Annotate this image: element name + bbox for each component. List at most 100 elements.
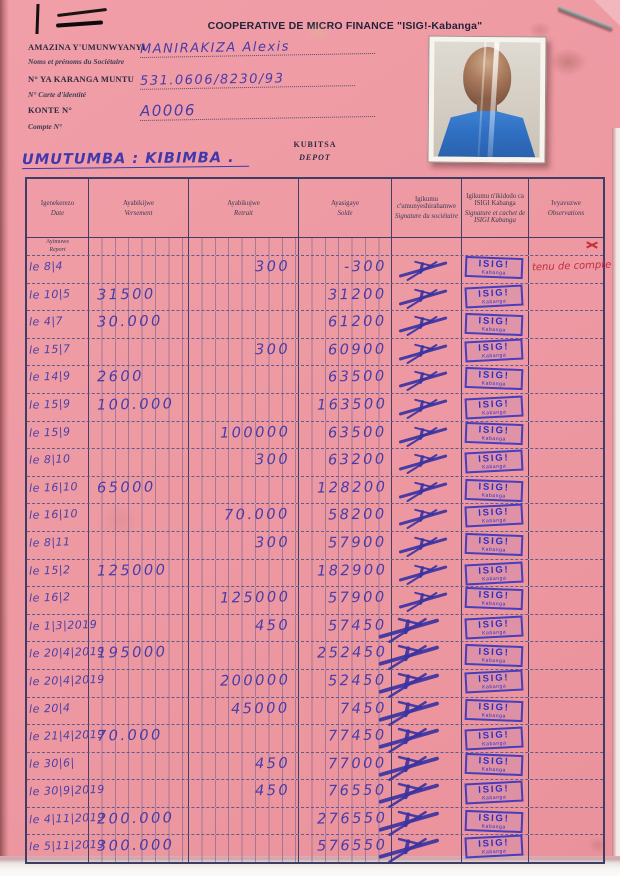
date-handwriting: le 16|2 xyxy=(28,590,71,605)
cell-observation xyxy=(529,835,603,862)
cell-date: le 8|4 xyxy=(27,256,89,283)
cell-solde: 58200 xyxy=(299,504,392,531)
table-row: le 21|4|2019 70.000 77450 ISIG! Kabanga xyxy=(27,725,603,754)
cell-isigi-stamp: ISIG! Kabanga xyxy=(462,393,529,421)
cell-observation xyxy=(529,477,603,504)
field-label-id-rn: N° YA KARANGA MUNTU xyxy=(28,74,134,84)
cell-date: le 30|6| xyxy=(27,752,89,780)
cell-date: le 8|11 xyxy=(27,531,89,559)
versement-handwriting: 70.000 xyxy=(96,727,163,745)
cell-solde: 57900 xyxy=(299,531,392,559)
field-label-account-rn: KONTE N° xyxy=(28,105,72,115)
cell-solde: 128200 xyxy=(299,476,392,504)
document-title: COOPERATIVE DE MICRO FINANCE "ISIG!-Kaba… xyxy=(207,20,483,32)
solde-handwriting: 52450 xyxy=(328,672,388,690)
isigi-stamp: ISIG! Kabanga xyxy=(464,449,524,474)
cell-versement xyxy=(89,504,189,531)
date-handwriting: le 15|7 xyxy=(28,342,71,357)
cell-versement: 300.000 xyxy=(89,835,189,863)
cell-versement xyxy=(89,614,189,642)
solde-handwriting: 63500 xyxy=(328,368,388,386)
date-handwriting: le 1|3|2019 xyxy=(28,617,98,633)
signature-scribble xyxy=(396,258,452,282)
signature-scribble xyxy=(396,506,452,530)
column-header-observations: Ivyavuzwe Observations xyxy=(547,199,585,217)
date-handwriting: le 8|10 xyxy=(28,452,71,467)
retrait-handwriting: 300 xyxy=(254,451,291,469)
cell-versement: 125000 xyxy=(89,559,189,587)
cell-isigi-stamp: ISIG! Kabanga xyxy=(462,503,529,531)
retrait-handwriting: 450 xyxy=(254,755,291,772)
cell-member-signature xyxy=(378,697,462,726)
cell-retrait: 200000 xyxy=(189,669,299,697)
cell-isigi-stamp: ISIG! Kabanga xyxy=(462,725,529,752)
cell-observation xyxy=(529,311,603,338)
cell-observation xyxy=(529,698,603,725)
solde-handwriting: 76550 xyxy=(328,782,388,800)
date-handwriting: le 21|4|2019 xyxy=(28,727,105,744)
solde-handwriting: 182900 xyxy=(316,561,388,580)
date-handwriting: le 15|9 xyxy=(28,397,71,412)
date-handwriting: le 4|11|2019 xyxy=(28,810,105,827)
cell-versement xyxy=(89,697,189,725)
retrait-handwriting: 70.000 xyxy=(224,506,291,524)
date-handwriting: le 8|4 xyxy=(28,259,64,274)
cell-solde: 276550 xyxy=(299,807,392,835)
photo-head xyxy=(462,46,512,108)
cell-member-signature xyxy=(392,531,462,559)
cell-solde: 576550 xyxy=(299,835,392,863)
cell-retrait: 450 xyxy=(189,752,299,780)
isigi-stamp: ISIG! Kabanga xyxy=(464,367,524,391)
cell-solde: -300 xyxy=(299,256,392,283)
cell-retrait: 450 xyxy=(189,780,299,807)
cell-date: le 4|11|2019 xyxy=(27,807,105,835)
cell-solde: 163500 xyxy=(299,393,392,421)
solde-handwriting: 57900 xyxy=(328,589,388,607)
cell-versement: 65000 xyxy=(89,476,189,504)
cell-member-signature xyxy=(392,393,462,421)
cell-member-signature xyxy=(392,366,462,393)
solde-handwriting: 128200 xyxy=(316,479,388,497)
cell-date: le 20|4|2019 xyxy=(27,642,105,669)
cell-solde: 63500 xyxy=(299,366,392,393)
solde-handwriting: 77000 xyxy=(328,755,388,773)
cell-solde: 63200 xyxy=(299,449,392,476)
isigi-stamp: ISIG! Kabanga xyxy=(464,752,524,776)
versement-handwriting: 31500 xyxy=(96,286,156,304)
cell-versement xyxy=(89,421,189,449)
cell-versement xyxy=(89,338,189,366)
table-row: le 16|2 125000 57900 ISIG! Kabanga xyxy=(27,587,603,615)
signature-scribble xyxy=(396,368,452,392)
member-name-value: MANIRAKIZA Alexis xyxy=(139,37,376,59)
isigi-stamp: ISIG! Kabanga xyxy=(464,809,524,833)
cell-member-signature xyxy=(392,449,462,476)
cell-isigi-stamp: ISIG! Kabanga xyxy=(462,780,529,807)
cell-observation xyxy=(529,422,603,449)
cell-isigi-stamp: ISIG! Kabanga xyxy=(462,642,529,669)
table-row: le 5|11|2019 300.000 576550 ISIG! Kabanga xyxy=(27,834,603,864)
table-row: le 20|4|2019 195000 252450 ISIG! Kabanga xyxy=(27,642,603,671)
cell-versement xyxy=(89,449,189,476)
versement-handwriting: 195000 xyxy=(96,644,168,662)
table-row: le 10|5 31500 31200 ISIG! Kabanga xyxy=(27,283,603,312)
cell-member-signature xyxy=(392,476,462,504)
cell-observation xyxy=(529,670,603,697)
cell-isigi-stamp: ISIG! Kabanga xyxy=(462,614,529,642)
field-label-account-fr: Compte N° xyxy=(28,122,63,131)
isigi-stamp: ISIG! Kabanga xyxy=(464,780,524,805)
cell-date: le 20|4 xyxy=(27,697,89,725)
column-header-versement: Ayabikijwe Versement xyxy=(89,179,189,237)
cell-date: le 5|11|2019 xyxy=(27,835,105,863)
retrait-handwriting: 45000 xyxy=(231,699,291,718)
isigi-stamp: ISIG! Kabanga xyxy=(464,478,524,502)
cell-versement: 70.000 xyxy=(89,725,189,752)
cell-solde: 52450 xyxy=(299,669,392,697)
cell-member-signature xyxy=(392,311,462,338)
date-handwriting: le 16|10 xyxy=(28,507,79,523)
date-handwriting: le 4|7 xyxy=(28,314,64,329)
table-row: le 15|2 125000 182900 ISIG! Kabanga xyxy=(27,559,603,588)
cell-solde: 77000 xyxy=(299,752,392,780)
cell-member-signature xyxy=(378,669,462,699)
cell-member-signature xyxy=(392,559,462,587)
